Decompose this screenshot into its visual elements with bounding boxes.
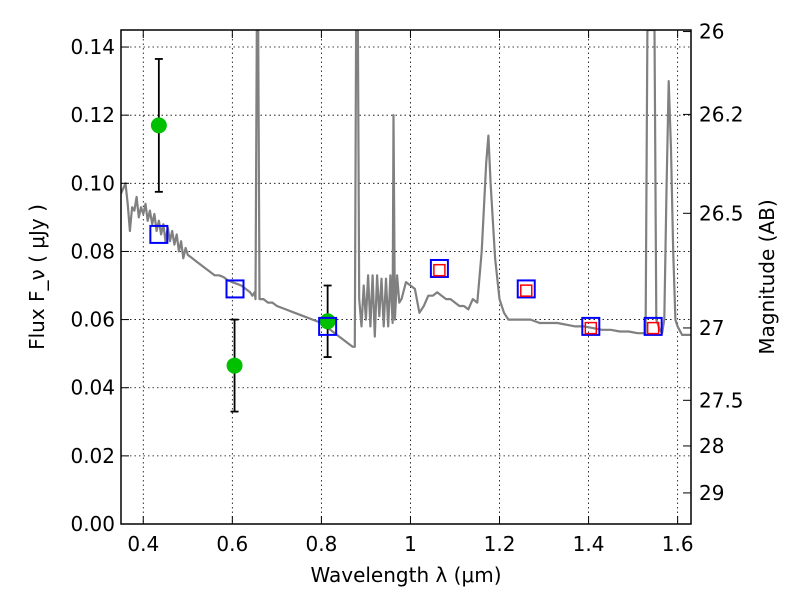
model-flux-square <box>318 316 338 336</box>
right-tick-label: 28 <box>699 434 724 458</box>
model-flux-square <box>149 224 169 244</box>
plot-frame <box>120 29 692 525</box>
y-tick-label: 0.12 <box>70 103 115 127</box>
model-flux-square <box>225 279 245 299</box>
right-tick-label: 26.5 <box>699 201 744 225</box>
right-tick-label: 26 <box>699 20 724 44</box>
observed-flux-point <box>319 313 336 330</box>
model-flux-square <box>643 316 663 336</box>
y-tick-label: 0.08 <box>70 239 115 263</box>
series-layer <box>121 30 691 348</box>
x-tick-label: 1.6 <box>662 532 694 556</box>
right-axis-title: Magnitude (AB) <box>755 199 779 354</box>
right-tick-label: 27.5 <box>699 388 744 412</box>
observed-flux-point <box>150 117 167 134</box>
predicted-flux-square <box>646 321 660 335</box>
axis-ticks <box>121 30 691 525</box>
y-tick-label: 0.14 <box>70 35 115 59</box>
model-flux-square <box>429 258 449 278</box>
right-tick-label: 26.2 <box>699 102 744 126</box>
model-flux-square <box>581 316 601 336</box>
x-axis-title: Wavelength λ (μm) <box>310 563 501 587</box>
right-tick-label: 27 <box>699 316 724 340</box>
y-tick-label: 0.10 <box>70 171 115 195</box>
axis-tick-labels: 0.4 0.6 0.8 1 1.2 1.4 1.6 0.00 0.02 0.04 0.06 0.08 0… <box>70 20 743 556</box>
y-tick-label: 0.06 <box>70 308 115 332</box>
x-tick-label: 1.2 <box>484 532 516 556</box>
predicted-flux-square <box>433 263 446 277</box>
y-tick-label: 0.02 <box>70 444 115 468</box>
markers-layer <box>149 58 663 413</box>
predicted-flux-square <box>519 284 533 297</box>
x-tick-label: 0.6 <box>216 532 248 556</box>
y-axis-title: Flux F_ν ( μJy ) <box>25 204 49 350</box>
model-flux-square <box>516 279 536 299</box>
predicted-flux-square <box>584 321 598 335</box>
y-tick-label: 0.04 <box>70 376 115 400</box>
x-tick-label: 1 <box>404 532 417 556</box>
plot-area <box>121 30 691 348</box>
x-tick-label: 1.4 <box>573 532 605 556</box>
model-spectrum-line <box>121 30 691 348</box>
x-tick-label: 0.8 <box>305 532 337 556</box>
right-tick-label: 29 <box>699 481 724 505</box>
x-tick-label: 0.4 <box>127 532 159 556</box>
y-tick-label: 0.00 <box>70 512 115 536</box>
observed-flux-point <box>226 357 243 374</box>
